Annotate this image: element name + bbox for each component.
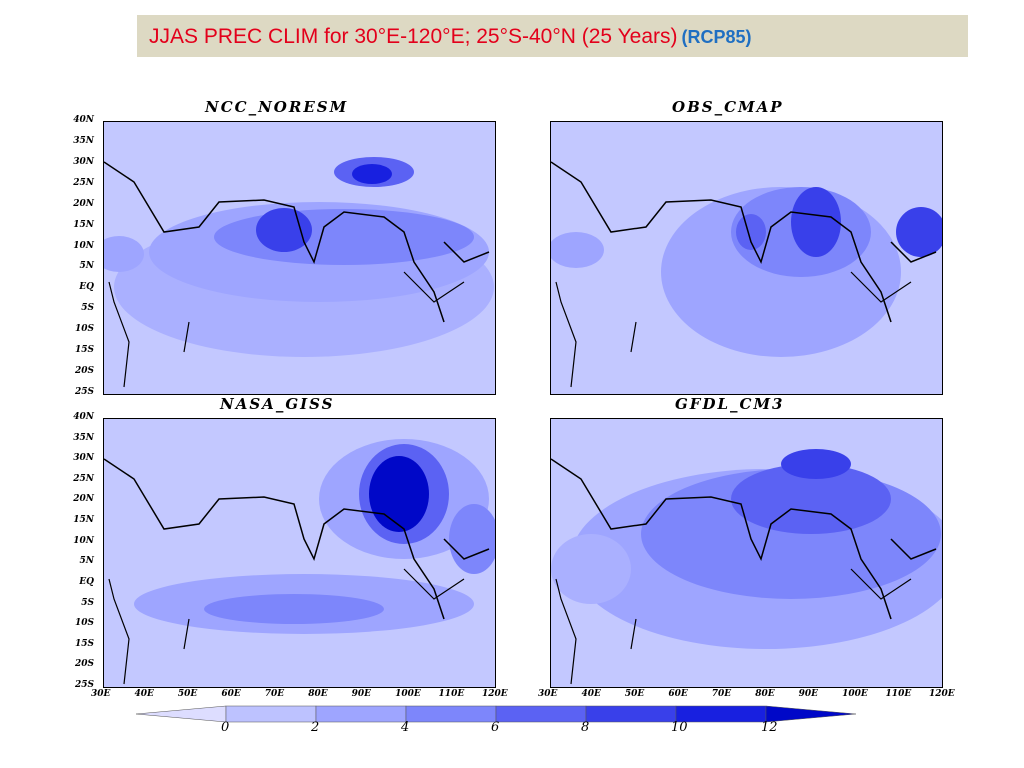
precip-contour-12	[369, 456, 429, 532]
longitude-tick-label: 50E	[624, 689, 645, 699]
map-ncc-noresm	[103, 121, 496, 395]
coastline	[108, 271, 465, 388]
precip-contour-8	[736, 214, 766, 250]
longitude-tick-label: 100E	[395, 689, 421, 699]
colorbar-segment	[495, 705, 587, 723]
latitude-tick-label: 40N	[73, 115, 94, 125]
title-main: JJAS PREC CLIM for 30°E-120°E; 25°S-40°N…	[149, 25, 678, 48]
longitude-tick-label: 40E	[134, 689, 154, 699]
precip-contour-2	[551, 534, 631, 604]
colorbar-tick-label: 10	[671, 720, 688, 735]
latitude-tick-label: 40N	[73, 412, 94, 422]
latitude-tick-label: 5S	[81, 303, 94, 314]
latitude-tick-label: 25S	[74, 387, 94, 397]
coastline	[551, 458, 937, 620]
title-banner: JJAS PREC CLIM for 30°E-120°E; 25°S-40°N…	[137, 15, 968, 57]
precip-contour-6	[214, 209, 474, 265]
coastline	[555, 271, 912, 388]
longitude-tick-label: 60E	[668, 689, 688, 699]
latitude-tick-label: 5N	[79, 261, 95, 272]
latitude-tick-label: 10S	[74, 324, 94, 335]
latitude-tick-label: 15S	[74, 638, 94, 649]
colorbar-tick-label: 2	[311, 720, 320, 735]
colorbar-segment	[315, 705, 407, 723]
latitude-tick-label: 20N	[73, 494, 94, 505]
coastline	[104, 161, 490, 323]
coastline	[555, 568, 912, 685]
latitude-tick-label: 15N	[73, 515, 94, 526]
colorbar	[136, 705, 856, 723]
latitude-tick-label: 25N	[73, 473, 94, 484]
colorbar-tick-label: 6	[491, 720, 500, 735]
latitude-tick-label: 35N	[73, 432, 94, 443]
longitude-tick-label: 30E	[91, 689, 111, 699]
latitude-tick-label: 10N	[73, 535, 94, 546]
longitude-tick-label: 30E	[538, 689, 558, 699]
longitude-tick-label: 40E	[581, 689, 601, 699]
longitude-tick-label: 70E	[711, 689, 732, 699]
longitude-tick-label: 120E	[482, 689, 508, 699]
latitude-tick-label: 5N	[79, 556, 95, 567]
precip-contour-8	[731, 464, 891, 534]
map-gfdl-cm3	[550, 418, 943, 688]
colorbar-tick-label: 0	[221, 720, 230, 735]
latitude-tick-label: 25N	[73, 177, 94, 188]
latitude-tick-label: 25S	[74, 680, 94, 690]
colorbar-tick-label: 12	[761, 720, 778, 735]
colorbar-segment	[675, 705, 767, 723]
precip-contour-12	[352, 164, 392, 184]
precip-contour-6	[204, 594, 384, 624]
longitude-tick-label: 120E	[929, 689, 955, 699]
precip-contour-10	[896, 207, 942, 257]
precip-contour-4	[104, 236, 144, 272]
precip-contour-10	[791, 187, 841, 257]
latitude-tick-label: 15S	[74, 345, 94, 356]
coastline	[551, 161, 937, 323]
longitude-tick-label: 90E	[351, 689, 372, 699]
panel-title-nasa-giss: NASA_GISS	[220, 395, 335, 413]
longitude-tick-label: 100E	[842, 689, 868, 699]
latitude-tick-label: 15N	[73, 219, 94, 230]
colorbar-segment	[405, 705, 497, 723]
coastline	[108, 568, 465, 685]
latitude-tick-label: EQ	[79, 282, 94, 293]
latitude-tick-label: 20S	[74, 659, 94, 670]
colorbar-segment	[136, 705, 227, 723]
colorbar-segment	[585, 705, 677, 723]
coastline	[104, 458, 490, 620]
page-title: JJAS PREC CLIM for 30°E-120°E; 25°S-40°N…	[149, 25, 752, 49]
panel-title-ncc-noresm: NCC_NORESM	[205, 98, 349, 116]
latitude-tick-label: 10S	[74, 618, 94, 629]
precip-contour-10	[256, 208, 312, 252]
precip-contour-4	[551, 232, 604, 268]
colorbar-segment	[225, 705, 317, 723]
map-nasa-giss	[103, 418, 496, 688]
longitude-tick-label: 60E	[221, 689, 241, 699]
latitude-tick-label: 30N	[73, 156, 94, 167]
longitude-tick-label: 80E	[308, 689, 328, 699]
longitude-tick-label: 90E	[798, 689, 819, 699]
latitude-tick-label: 5S	[81, 597, 94, 608]
latitude-tick-label: 20S	[74, 366, 94, 377]
longitude-tick-label: 70E	[264, 689, 285, 699]
latitude-tick-label: 30N	[73, 453, 94, 464]
longitude-tick-label: 110E	[885, 689, 912, 699]
longitude-tick-label: 80E	[755, 689, 775, 699]
title-scenario: (RCP85)	[681, 27, 752, 47]
precip-contour-10	[781, 449, 851, 479]
panel-title-obs-cmap: OBS_CMAP	[672, 98, 784, 116]
map-obs-cmap	[550, 121, 943, 395]
longitude-tick-label: 50E	[177, 689, 198, 699]
latitude-tick-label: 20N	[73, 198, 94, 209]
colorbar-segment	[765, 705, 856, 723]
panel-title-gfdl-cm3: GFDL_CM3	[675, 395, 785, 413]
latitude-tick-label: 35N	[73, 135, 94, 146]
colorbar-tick-label: 8	[581, 720, 590, 735]
latitude-tick-label: EQ	[79, 576, 94, 587]
colorbar-tick-label: 4	[401, 720, 410, 735]
latitude-tick-label: 10N	[73, 240, 94, 251]
longitude-tick-label: 110E	[438, 689, 465, 699]
